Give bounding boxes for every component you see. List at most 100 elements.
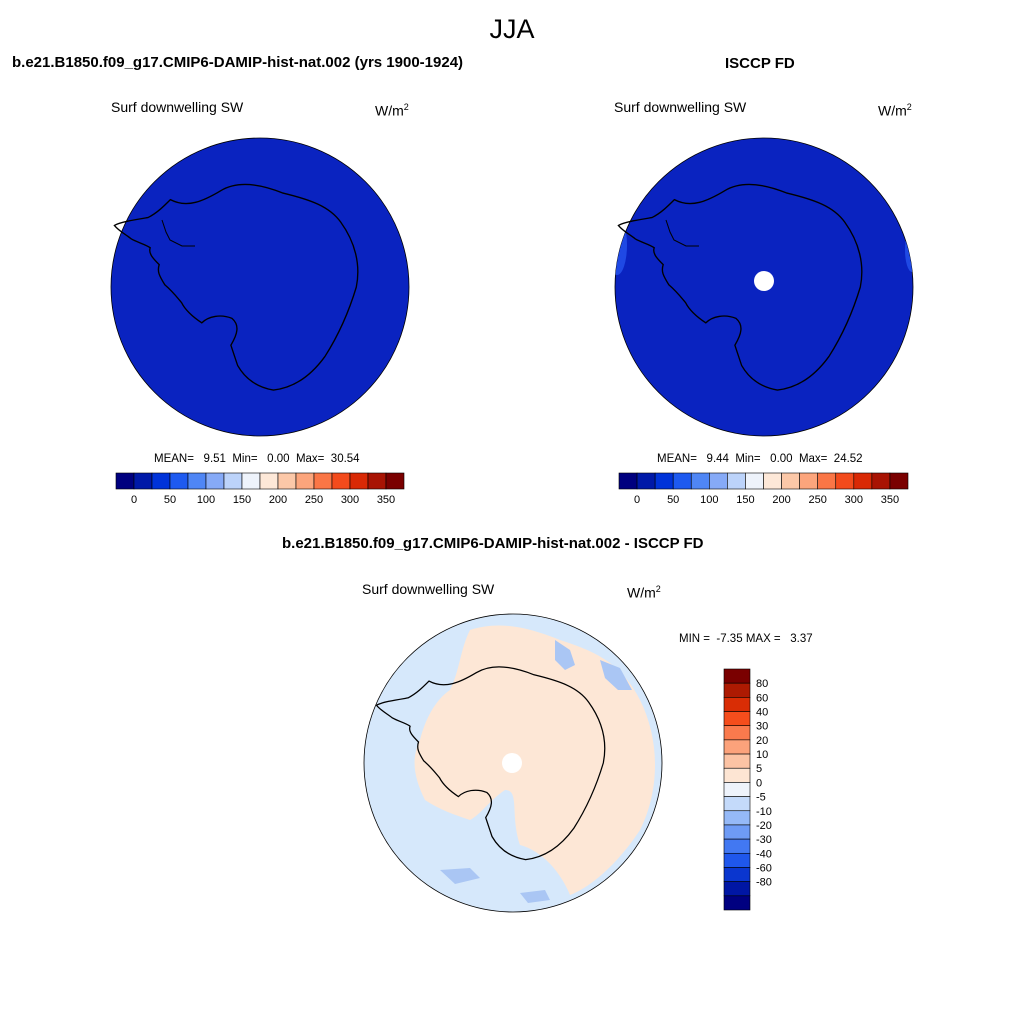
panel-3-stats: MIN = -7.35 MAX = 3.37 xyxy=(679,633,813,645)
diff-colorbar: 80 60 40 30 20 10 5 0 -5 -10 -20 -30 -40 -60 -80 xyxy=(723,668,772,911)
colorbar-tick-label: 350 xyxy=(377,494,395,506)
colorbar-swatch xyxy=(723,796,751,812)
diff-negative-patch xyxy=(520,890,550,903)
colorbar-tick-label: 60 xyxy=(756,692,768,704)
panel-2-title: ISCCP FD xyxy=(725,55,795,72)
colorbar-swatch xyxy=(295,472,315,490)
colorbar-swatch xyxy=(672,472,692,490)
colorbar-tick-label: -20 xyxy=(756,820,772,832)
colorbar-swatch xyxy=(187,472,207,490)
colorbar-tick-label: 80 xyxy=(756,678,768,690)
model-polar-map xyxy=(110,137,410,437)
colorbar-swatch xyxy=(133,472,153,490)
colorbar-tick-label: -10 xyxy=(756,806,772,818)
colorbar-tick-label: 5 xyxy=(756,763,762,775)
panel-3-title: b.e21.B1850.f09_g17.CMIP6-DAMIP-hist-nat… xyxy=(282,535,704,552)
panel-1-units: W/m2 xyxy=(375,102,409,119)
colorbar-tick-label: -5 xyxy=(756,792,766,804)
colorbar-swatch xyxy=(853,472,873,490)
diff-polar-map xyxy=(363,613,663,913)
diff-map-outline xyxy=(363,613,663,913)
colorbar-tick-label: 20 xyxy=(756,735,768,747)
obs-edge-light-east xyxy=(905,228,913,272)
colorbar-tick-label: 100 xyxy=(197,494,215,506)
colorbar-tick-label: 200 xyxy=(772,494,790,506)
colorbar-tick-label: 40 xyxy=(756,707,768,719)
colorbar-swatch xyxy=(618,472,638,490)
model-colorbar: 0 50 100 150 200 250 300 350 xyxy=(115,472,405,506)
colorbar-swatch xyxy=(367,472,387,490)
colorbar-swatch xyxy=(723,668,751,684)
colorbar-swatch xyxy=(745,472,764,490)
colorbar-tick-label: -30 xyxy=(756,834,772,846)
colorbar-swatch xyxy=(723,782,751,797)
colorbar-tick-label: -80 xyxy=(756,877,772,889)
colorbar-swatch xyxy=(723,711,751,727)
colorbar-tick-label: 0 xyxy=(756,777,762,789)
colorbar-tick-label: 300 xyxy=(341,494,359,506)
colorbar-swatch xyxy=(723,697,751,712)
colorbar-tick-label: 0 xyxy=(131,494,137,506)
colorbar-swatch xyxy=(723,682,751,698)
colorbar-swatch xyxy=(817,472,837,490)
colorbar-tick-label: -60 xyxy=(756,862,772,874)
obs-polar-map xyxy=(614,137,914,437)
colorbar-swatch xyxy=(723,838,751,854)
panel-2-variable: Surf downwelling SW xyxy=(614,99,747,115)
colorbar-swatch xyxy=(781,472,800,490)
colorbar-swatch xyxy=(723,852,751,868)
diff-negative-patch xyxy=(555,640,575,670)
diff-negative-patch xyxy=(440,868,480,884)
colorbar-swatch xyxy=(723,881,751,897)
colorbar-tick-label: 30 xyxy=(756,721,768,733)
colorbar-swatch xyxy=(727,472,746,490)
model-map-field xyxy=(110,137,410,437)
colorbar-tick-label: 100 xyxy=(700,494,718,506)
colorbar-swatch xyxy=(223,472,243,490)
colorbar-swatch xyxy=(723,867,751,882)
colorbar-tick-label: 250 xyxy=(809,494,827,506)
colorbar-swatch xyxy=(331,472,351,490)
colorbar-tick-label: 250 xyxy=(305,494,323,506)
colorbar-swatch xyxy=(259,472,279,490)
colorbar-swatch xyxy=(241,472,261,490)
colorbar-swatch xyxy=(723,725,751,741)
colorbar-swatch xyxy=(313,472,333,490)
colorbar-swatch xyxy=(723,739,751,755)
colorbar-swatch xyxy=(763,472,782,490)
colorbar-tick-label: -40 xyxy=(756,848,772,860)
diff-missing-pole xyxy=(502,753,522,773)
obs-colorbar: 0 50 100 150 200 250 300 350 xyxy=(618,472,909,506)
colorbar-swatch xyxy=(115,472,135,490)
colorbar-tick-label: 50 xyxy=(667,494,679,506)
colorbar-tick-label: 150 xyxy=(736,494,754,506)
colorbar-tick-label: 10 xyxy=(756,749,768,761)
colorbar-swatch xyxy=(205,472,225,490)
colorbar-tick-label: 350 xyxy=(881,494,899,506)
colorbar-swatch xyxy=(723,767,751,783)
colorbar-swatch xyxy=(385,472,405,490)
panel-1-variable: Surf downwelling SW xyxy=(111,99,244,115)
figure-title: JJA xyxy=(489,14,535,44)
colorbar-swatch xyxy=(636,472,656,490)
obs-missing-pole xyxy=(754,271,774,291)
colorbar-swatch xyxy=(835,472,855,490)
colorbar-tick-label: 200 xyxy=(269,494,287,506)
diff-negative-patch xyxy=(600,660,632,690)
obs-coast-fragment xyxy=(665,219,699,247)
panel-1-title: b.e21.B1850.f09_g17.CMIP6-DAMIP-hist-nat… xyxy=(12,54,464,71)
colorbar-swatch xyxy=(277,472,297,490)
colorbar-tick-label: 150 xyxy=(233,494,251,506)
panel-1-stats: MEAN= 9.51 Min= 0.00 Max= 30.54 xyxy=(154,453,360,465)
colorbar-swatch xyxy=(151,472,171,490)
diff-positive-region xyxy=(414,625,655,895)
colorbar-swatch xyxy=(654,472,674,490)
colorbar-swatch xyxy=(799,472,818,490)
colorbar-swatch xyxy=(723,753,751,769)
colorbar-swatch xyxy=(723,895,751,911)
colorbar-swatch xyxy=(889,472,909,490)
obs-edge-light-west xyxy=(615,215,627,275)
panel-2-units: W/m2 xyxy=(878,102,912,119)
colorbar-swatch xyxy=(871,472,891,490)
